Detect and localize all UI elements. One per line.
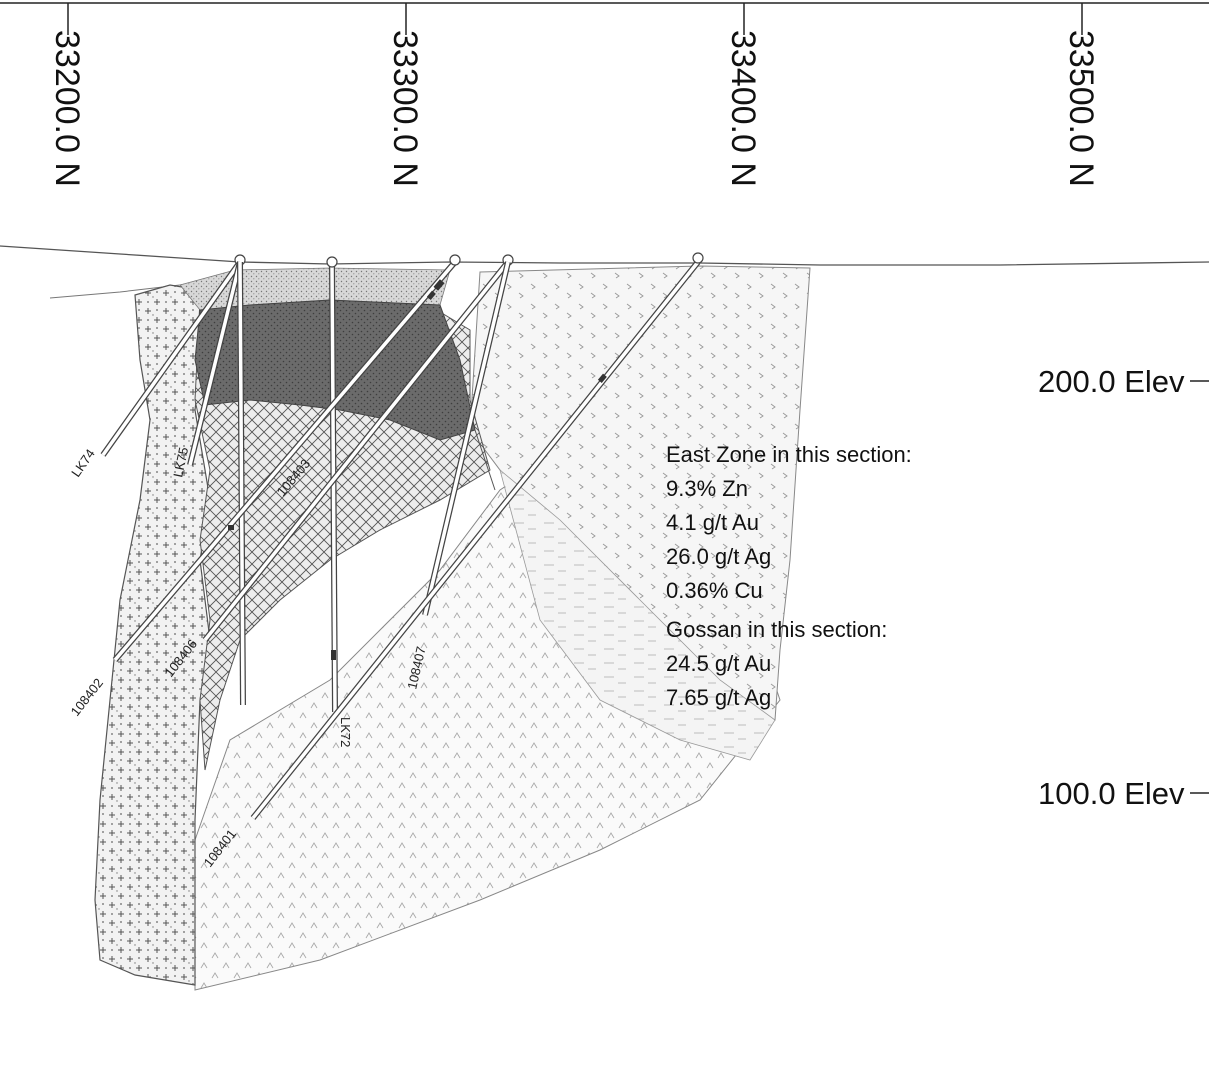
drill-hole-label-lk74: LK74	[68, 446, 98, 479]
northing-label-33200: 33200.0 N	[48, 30, 86, 187]
east-zone-grade-ag: 26.0 g/t Ag	[666, 544, 771, 569]
assay-intercept-marks	[228, 279, 607, 660]
elevation-label-200: 200.0 Elev	[1038, 364, 1185, 399]
gossan-grade-au: 24.5 g/t Au	[666, 651, 771, 676]
northing-label-33300: 33300.0 N	[386, 30, 424, 187]
drill-hole-label-lk75: LK75	[170, 446, 191, 479]
drill-hole-lk72[interactable]	[326, 256, 338, 713]
drill-hole-label-108402: 108402	[68, 675, 107, 718]
gossan-grade-ag: 7.65 g/t Ag	[666, 685, 771, 710]
east-zone-grade-zn: 9.3% Zn	[666, 476, 748, 501]
drill-holes	[100, 252, 704, 820]
elevation-label-100: 100.0 Elev	[1038, 776, 1185, 811]
drill-hole-108401[interactable]	[250, 252, 704, 820]
east-zone-heading: East Zone in this section:	[666, 442, 912, 467]
drill-hole-108402[interactable]	[237, 261, 246, 706]
east-zone-grade-au: 4.1 g/t Au	[666, 510, 759, 535]
drill-hole-108407[interactable]	[422, 261, 511, 616]
grade-annotation: East Zone in this section: 9.3% Zn 4.1 g…	[666, 442, 912, 710]
northing-label-33500: 33500.0 N	[1062, 30, 1100, 187]
drill-hole-108403[interactable]	[112, 254, 461, 662]
east-zone-grade-cu: 0.36% Cu	[666, 578, 763, 603]
northing-label-33400: 33400.0 N	[724, 30, 762, 187]
drill-hole-label-lk72: LK72	[338, 717, 353, 747]
topography-line	[0, 245, 1209, 266]
unit-boundary	[474, 429, 496, 491]
sediment-unit	[499, 468, 776, 761]
drill-hole-lk75[interactable]	[187, 261, 243, 466]
gossan-heading: Gossan in this section:	[666, 617, 887, 642]
